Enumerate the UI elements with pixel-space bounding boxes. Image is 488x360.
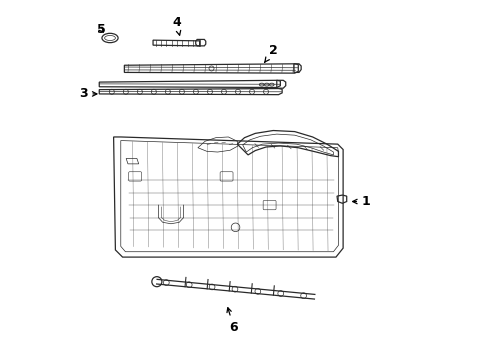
- Text: 2: 2: [264, 44, 277, 63]
- Text: 1: 1: [352, 195, 370, 208]
- Text: 5: 5: [97, 23, 105, 36]
- Text: 3: 3: [79, 87, 97, 100]
- Text: 6: 6: [226, 308, 238, 333]
- Text: 4: 4: [172, 16, 181, 35]
